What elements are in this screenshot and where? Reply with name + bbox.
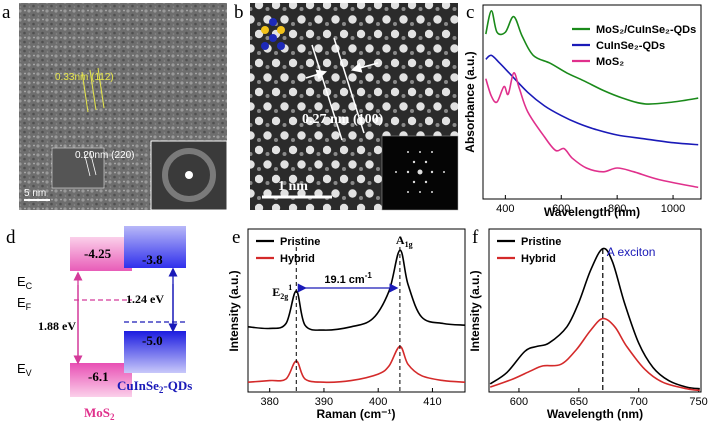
chart-e-annotations: 19.1 cm-1 E2g1 A1g [272,233,413,392]
spacing-label: 0.27 nm (100) [302,112,384,127]
chart-c-legend-label: CuInSe₂-QDs [596,40,665,52]
qd-ev-value: -5.0 [142,333,163,348]
mos2-ec-value: -4.25 [84,246,112,261]
ev-label: EV [17,361,32,378]
chart-c-xlabel: Wavelength (nm) [544,205,640,219]
chart-e-xaxis: 380 390 400 410 [261,388,442,408]
ec-label: EC [17,274,33,291]
panel-label-e: e [232,227,240,248]
qd-ec-value: -3.8 [142,252,163,267]
saed-spots [395,151,445,193]
chart-c-legend-label: MoS₂ [596,56,624,68]
qd-cb-box [124,226,186,268]
chart-c-series-line-1 [485,54,699,146]
chart-f-legend-label: Pristine [521,236,561,248]
chart-e-xtick-label: 380 [261,396,279,408]
lattice-fringe-marker-220 [83,150,97,177]
chart-c-xaxis: 400 600 800 1000 [496,195,685,215]
chart-f-xlabel: Wavelength (nm) [547,407,643,421]
chart-c-xtick-label: 1000 [661,203,685,215]
spacing-marker [305,37,379,141]
chart-e-xlabel: Raman (cm⁻¹) [316,407,395,421]
chart-e-shift-label: 19.1 cm-1 [324,271,372,286]
qd-name: CuInSe2-QDs [117,378,192,395]
mos2-cb-box [70,237,132,271]
chart-e-frame [247,228,466,393]
chart-e-xtick-label: 400 [369,396,387,408]
fft-center [185,171,193,179]
mos2-gap-label: 1.88 eV [38,319,76,333]
chart-c-legend: MoS₂/CuInSe₂-QDs CuInSe₂-QDs MoS₂ [572,24,696,68]
chart-e-legend: Pristine Hybrid [256,236,320,265]
chart-f-xtick-label: 600 [510,396,528,408]
chart-c-ylabel: Absorbance (a.u.) [463,51,477,152]
panel-label-c: c [466,2,474,23]
chart-f-series-line-0 [489,247,700,390]
qd-vb-box [124,331,186,373]
chart-f-frame [488,228,702,393]
chart-f-exciton-label: A exciton [607,245,656,259]
chart-f-ylabel: Intensity (a.u.) [468,270,482,351]
chart-f-legend: Pristine Hybrid [497,236,561,265]
chart-f-xtick-label: 650 [570,396,588,408]
ef-label: EF [17,295,32,312]
chart-f-plot [489,247,700,392]
panel-a: a 0.33nm (112) 0.20nm (220) 5 nm [2,2,228,211]
chart-e-series-line-1 [247,345,466,384]
chart-c-xtick-label: 800 [608,203,626,215]
mos2-ev-value: -6.1 [88,369,109,384]
panel-label-f: f [472,227,479,248]
chart-e-legend-label: Hybrid [280,253,315,265]
chart-c-xtick-label: 400 [496,203,514,215]
chart-e-a1g-label: A1g [396,233,413,249]
chart-f-xtick-label: 750 [689,396,707,408]
panel-e: e 380 390 400 410 Pristine Hybrid 19.1 cm-1 E… [227,227,466,421]
chart-e-xtick-label: 390 [315,396,333,408]
chart-f-xtick-label: 700 [630,396,648,408]
chart-f-series-line-1 [489,317,700,392]
panel-label-a: a [2,2,11,23]
chart-c-legend-label: MoS₂/CuInSe₂-QDs [596,24,696,36]
scale-label-b: 1 nm [278,179,308,194]
fringe-label-220: 0.20nm (220) [75,150,134,161]
panel-d: d -4.25 -6.1 -3.8 -5.0 EC EF EV 1.88 eV … [6,226,192,422]
mos2-vb-box [70,363,132,397]
chart-c-frame [482,4,702,200]
chart-c-series-line-2 [485,72,699,189]
qd-gap-label: 1.24 eV [126,292,164,306]
chart-e-e2g-label: E2g1 [272,283,292,301]
chart-e-legend-label: Pristine [280,236,320,248]
chart-f-xaxis: 600 650 700 750 [510,388,708,408]
lattice-fringe-marker-112 [81,67,105,113]
chart-e-plot [247,249,466,384]
chart-e-series-line-0 [247,249,466,331]
chart-f-legend-label: Hybrid [521,253,556,265]
chart-f-annotations: A exciton [602,245,656,392]
mos2-name: MoS2 [84,405,115,422]
chart-c-plot [485,9,699,189]
chart-c-xtick-label: 600 [552,203,570,215]
panel-c: c 400 600 800 1000 MoS₂/CuInSe₂-QDs CuInSe₂-… [463,2,702,219]
chart-e-xtick-label: 410 [423,396,441,408]
panel-label-b: b [234,2,244,23]
hrtem-inset [51,147,105,189]
fringe-label-112: 0.33nm (112) [55,72,114,83]
chart-c-series-line-0 [485,9,699,105]
panel-label-d: d [6,227,16,248]
structure-model [261,18,285,50]
fft-ring [162,148,216,202]
scale-label-a: 5 nm [24,188,46,199]
panel-b: b 0.27 nm (100) [234,2,459,211]
chart-e-ylabel: Intensity (a.u.) [227,270,241,351]
